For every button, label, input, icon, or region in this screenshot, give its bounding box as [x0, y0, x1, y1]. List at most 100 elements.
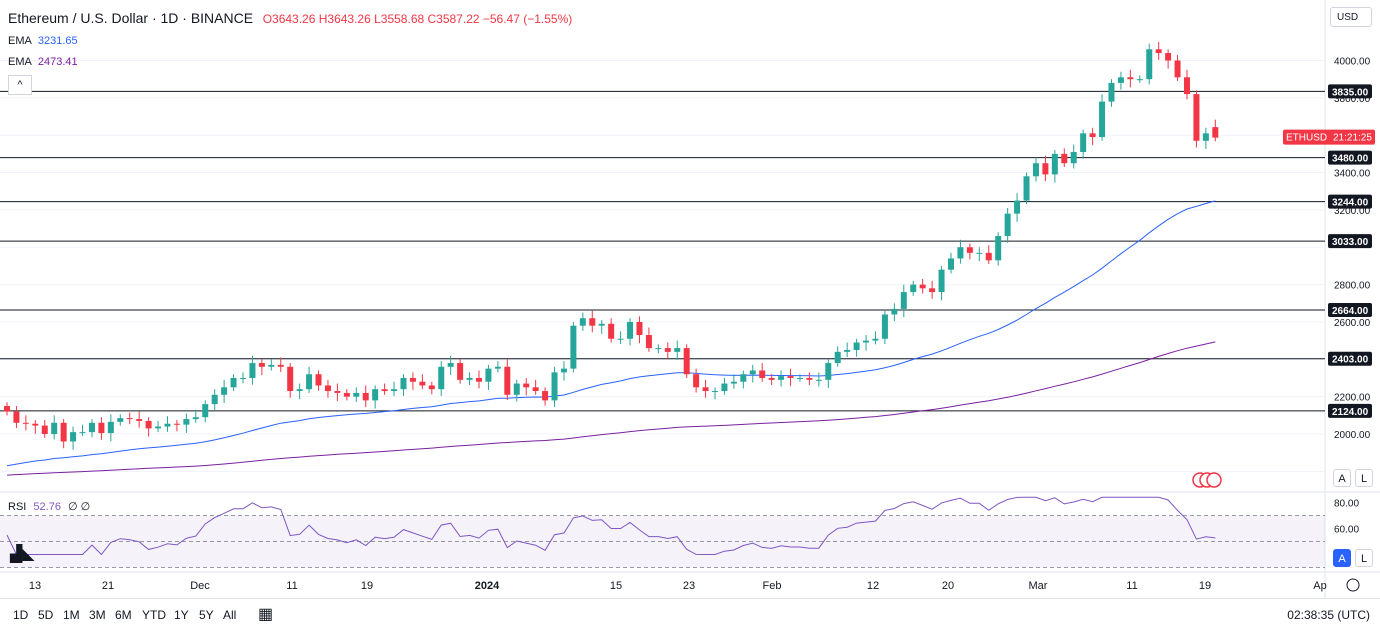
candle-body: [1165, 53, 1172, 61]
candle-body: [655, 348, 662, 350]
time-tick-label: 11: [1126, 580, 1137, 592]
candle-body: [221, 387, 228, 395]
rsi-label: RSI: [8, 501, 27, 513]
time-tick-label: 19: [1199, 580, 1211, 592]
range-5y[interactable]: 5Y: [199, 608, 214, 622]
candle-body: [428, 385, 435, 390]
range-1d[interactable]: 1D: [13, 608, 29, 622]
tradingview-logo-icon[interactable]: ▟◣: [10, 544, 35, 563]
candle-body: [1146, 49, 1153, 80]
time-tick-label: 19: [361, 580, 373, 592]
candle-body: [551, 372, 558, 401]
auto-scale-button[interactable]: A: [1333, 469, 1351, 487]
range-6m[interactable]: 6M: [115, 608, 132, 622]
candle-body: [730, 381, 737, 384]
price-tag-symbol: ETHUSD: [1286, 133, 1327, 144]
candle-body: [749, 370, 756, 375]
candle-body: [891, 308, 898, 315]
range-all[interactable]: All: [223, 608, 237, 622]
candle-body: [542, 391, 549, 401]
candle-body: [485, 368, 492, 382]
candle-body: [948, 258, 954, 270]
rsi-log-scale-button[interactable]: L: [1355, 549, 1373, 567]
ema-slow-value: 2473.41: [37, 56, 78, 68]
candle-body: [13, 411, 20, 423]
candle-body: [296, 389, 303, 392]
candle-body: [1099, 101, 1106, 138]
level-label: 2664.00: [1332, 306, 1369, 317]
time-tick-label: 12: [867, 580, 879, 592]
ema-fast-line: [6, 200, 1216, 467]
candle-body: [457, 363, 464, 380]
candle-body: [872, 338, 879, 341]
price-chart[interactable]: 4000.00 3800.00 3400.00 3200.00 2800.00 2600.…: [0, 0, 1380, 598]
candle-body: [608, 323, 615, 339]
ema-slow-legend[interactable]: EMA 2473.41: [8, 56, 78, 68]
candle-body: [362, 392, 369, 401]
range-3m[interactable]: 3M: [89, 608, 106, 622]
candle-body: [230, 377, 237, 388]
candle-body: [570, 325, 577, 369]
time-tick-label: 13: [29, 580, 41, 592]
utc-clock[interactable]: 02:38:35 (UTC): [1287, 608, 1370, 622]
candle-body: [664, 348, 671, 352]
candle-body: [268, 364, 275, 367]
candle-body: [466, 377, 473, 380]
candle-body: [391, 389, 398, 392]
level-label-bg: [1328, 302, 1372, 317]
candle-body: [249, 363, 256, 378]
collapse-legend-icon[interactable]: ^: [8, 75, 32, 95]
price-tick-label: 3400.00: [1334, 169, 1371, 180]
rsi-auto-scale-button[interactable]: A: [1333, 549, 1351, 567]
candle-body: [1014, 200, 1021, 214]
settings-gear-icon: [1346, 578, 1360, 592]
level-label: 3835.00: [1332, 87, 1369, 98]
candle-body: [192, 417, 199, 420]
candle-body: [985, 252, 992, 261]
range-1m[interactable]: 1M: [63, 608, 80, 622]
candle-body: [1174, 60, 1181, 78]
range-1y[interactable]: 1Y: [174, 608, 189, 622]
date-range-calendar-icon[interactable]: ▦: [258, 606, 274, 623]
level-label-bg: [1328, 234, 1372, 249]
rsi-value: 52.76: [33, 501, 61, 513]
candle-body: [995, 236, 1002, 261]
candle-body: [579, 318, 586, 326]
time-tick-label: Feb: [763, 580, 782, 592]
candle-body: [136, 419, 143, 421]
time-tick-label: 2024: [475, 580, 500, 592]
price-tag-countdown: 21:21:25: [1333, 133, 1372, 144]
currency-select[interactable]: USD: [1330, 7, 1372, 27]
rsi-tick-label: 80.00: [1334, 499, 1359, 510]
candle-body: [1193, 94, 1200, 141]
candle-body: [834, 351, 841, 364]
candle-body: [277, 364, 284, 367]
candle-body: [523, 383, 530, 388]
ema-fast-legend[interactable]: EMA 3231.65: [8, 35, 78, 47]
candle-body: [1080, 133, 1087, 153]
candle-body: [589, 318, 596, 326]
log-scale-button[interactable]: L: [1355, 469, 1373, 487]
price-tag-bg: [1283, 129, 1375, 145]
level-label: 3033.00: [1332, 237, 1369, 248]
rsi-legend[interactable]: RSI 52.76 ∅ ∅: [8, 500, 90, 513]
candle-body: [796, 377, 803, 379]
range-ytd[interactable]: YTD: [142, 608, 166, 622]
candle-body: [60, 422, 67, 442]
rsi-line: [6, 496, 1216, 556]
candle-body: [79, 432, 86, 434]
candle-body: [806, 377, 813, 380]
candle-body: [693, 374, 700, 388]
candle-body: [1127, 77, 1134, 80]
candle-body: [1061, 153, 1068, 164]
candle-body: [324, 385, 331, 392]
symbol-title[interactable]: Ethereum / U.S. Dollar · 1D · BINANCE: [8, 10, 254, 26]
ema-slow-label: EMA: [8, 56, 32, 68]
range-5d[interactable]: 5D: [38, 608, 54, 622]
candle-body: [863, 340, 870, 343]
candle-body: [617, 338, 624, 340]
price-pane: [0, 0, 1325, 490]
time-tick-label: 15: [610, 580, 622, 592]
candle-body: [164, 423, 171, 427]
chart-header: Ethereum / U.S. Dollar · 1D · BINANCE O3…: [8, 10, 572, 26]
